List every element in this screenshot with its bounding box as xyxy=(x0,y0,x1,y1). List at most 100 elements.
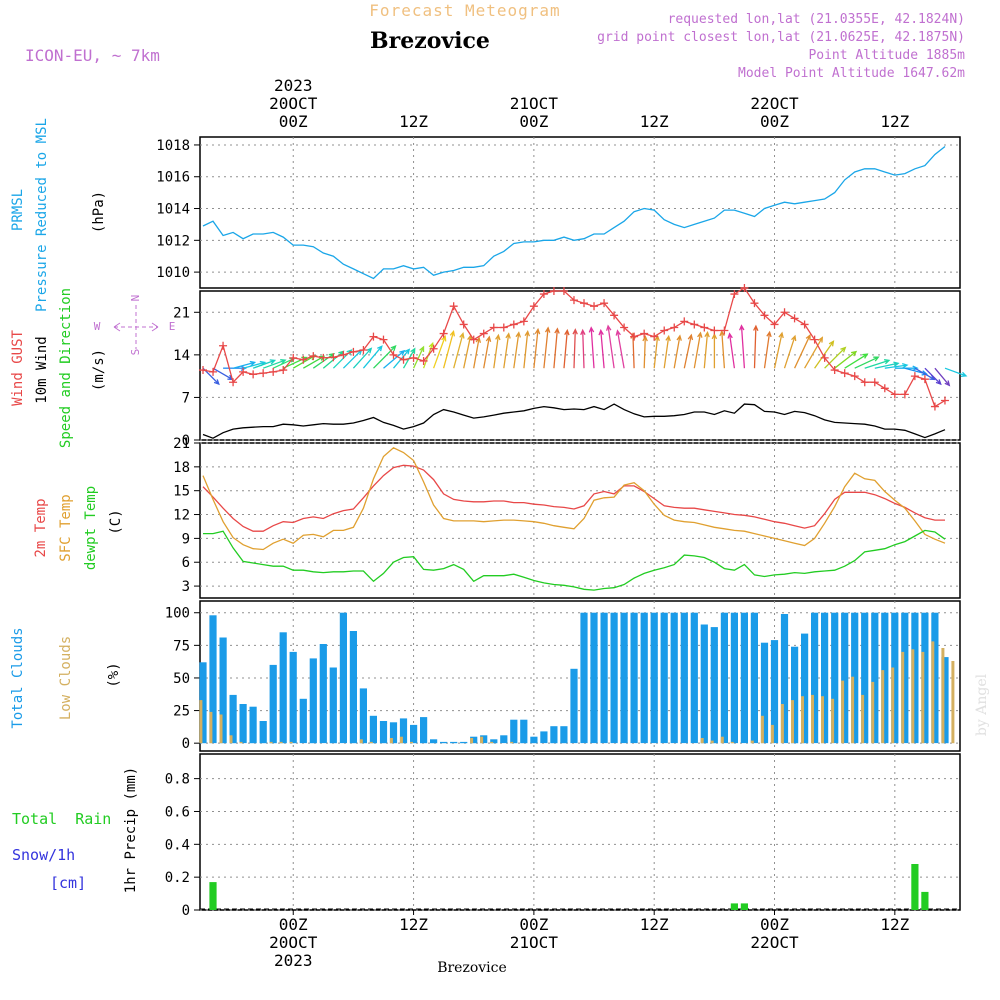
rain-bar xyxy=(921,891,929,910)
t2m-line xyxy=(202,464,945,532)
cloud-labels: Total Clouds Low Clouds (%) xyxy=(10,627,122,728)
total-cloud-bar xyxy=(530,736,538,744)
total-clouds-label: Total Clouds xyxy=(10,627,26,728)
low-cloud-bar xyxy=(730,741,734,744)
compass-e: E xyxy=(169,320,176,333)
gust-marker xyxy=(600,299,609,308)
total-cloud-bar xyxy=(259,721,267,744)
gust-marker xyxy=(199,366,208,375)
wind-arrow xyxy=(711,332,718,369)
low-cloud-bar xyxy=(389,738,393,744)
wind-arrow xyxy=(719,329,726,369)
wind-arrow xyxy=(232,360,257,369)
wind-arrow xyxy=(252,359,277,369)
wind-arrow xyxy=(753,324,759,369)
clouds-ytick-label: 25 xyxy=(173,704,190,720)
total-cloud-bar xyxy=(460,741,468,744)
total-cloud-bar xyxy=(891,612,899,744)
wind-arrow xyxy=(642,335,648,369)
gust-marker xyxy=(830,366,839,375)
gust-marker xyxy=(860,378,869,387)
clouds-ytick-label: 0 xyxy=(182,736,190,752)
temperature-ytick-label: 9 xyxy=(182,531,190,547)
gust-marker xyxy=(489,323,498,332)
gust-label: Wind GUST xyxy=(10,330,26,406)
gust-marker xyxy=(549,287,558,295)
bottom-time-label: 12Z xyxy=(399,915,428,934)
total-cloud-bar xyxy=(339,612,347,744)
gust-marker xyxy=(740,283,749,292)
temperature-ytick-label: 18 xyxy=(173,460,190,476)
precip-ytick-label: 0.6 xyxy=(165,804,190,820)
wind-arrow xyxy=(580,328,586,369)
rain-label: Total Rain xyxy=(12,810,111,828)
gust-marker xyxy=(469,335,478,344)
top-time-label: 00Z xyxy=(279,112,308,131)
wind-arrow xyxy=(783,334,797,369)
low-cloud-bar xyxy=(841,680,845,744)
grid-point-coords: grid point closest lon,lat (21.0625E, 42… xyxy=(597,30,965,45)
total-cloud-bar xyxy=(279,632,287,744)
total-cloud-bar xyxy=(921,612,929,744)
sfc-temp-line xyxy=(202,447,946,551)
gust-marker xyxy=(870,378,879,387)
wind-arrow xyxy=(543,326,551,369)
wind-arrow xyxy=(463,334,473,369)
precip-labels: Total Rain Snow/1h [cm] 1hr Precip (mm) xyxy=(12,767,139,893)
pressure-line xyxy=(202,145,946,280)
top-time-label: 22OCT xyxy=(750,94,799,113)
gust-marker xyxy=(299,355,308,364)
wind-arrow xyxy=(383,349,406,369)
low-cloud-bar xyxy=(821,696,824,744)
gust-marker xyxy=(590,302,599,311)
wind-arrow xyxy=(553,327,560,369)
bottom-time-label: 2023 xyxy=(274,951,313,970)
total-cloud-bar xyxy=(289,651,297,744)
model-label: ICON-EU, ~ 7km xyxy=(25,46,160,65)
gust-marker xyxy=(379,335,388,344)
total-cloud-bar xyxy=(389,722,398,744)
total-cloud-bar xyxy=(430,739,438,744)
total-cloud-bar xyxy=(750,612,758,744)
compass-s: S xyxy=(129,349,142,356)
gust-marker xyxy=(509,320,518,329)
total-cloud-bar xyxy=(319,644,327,744)
total-cloud-bar xyxy=(359,688,367,744)
low-cloud-bar xyxy=(941,648,945,744)
gust-line xyxy=(202,287,946,408)
wind-arrow xyxy=(738,324,746,369)
wind-arrow xyxy=(563,328,570,369)
gust-marker xyxy=(780,308,789,317)
gust-marker xyxy=(319,353,328,362)
total-cloud-bar xyxy=(831,612,839,744)
gust-marker xyxy=(670,323,679,332)
model-point-altitude: Model Point Altitude 1647.62m xyxy=(738,66,965,81)
total-cloud-bar xyxy=(309,658,317,744)
temperature-ytick-label: 12 xyxy=(173,508,190,524)
pressure-frame xyxy=(199,136,961,289)
temperature-ytick-label: 6 xyxy=(182,555,190,571)
gust-marker xyxy=(569,296,578,305)
gust-marker xyxy=(439,329,448,338)
precip-axis-label: 1hr Precip (mm) xyxy=(123,767,139,893)
wind-arrow xyxy=(572,328,578,369)
wind-arrow xyxy=(413,345,425,369)
low-cloud-bar xyxy=(901,651,905,744)
gust-marker xyxy=(920,375,929,384)
gust-marker xyxy=(880,384,889,393)
low-cloud-bar xyxy=(219,714,223,744)
gust-marker xyxy=(369,332,378,341)
gust-marker xyxy=(770,320,779,329)
wind-arrow xyxy=(588,326,595,369)
clouds-unit-label: (%) xyxy=(106,662,122,687)
top-time-label: 00Z xyxy=(519,112,548,131)
wind-arrow xyxy=(673,334,682,369)
total-cloud-bar xyxy=(299,698,307,744)
gust-marker xyxy=(730,290,739,299)
gust-marker xyxy=(700,323,709,332)
gust-marker xyxy=(529,302,538,311)
low-cloud-bar xyxy=(871,681,875,744)
gust-marker xyxy=(790,314,799,323)
low-cloud-bar xyxy=(239,741,243,744)
